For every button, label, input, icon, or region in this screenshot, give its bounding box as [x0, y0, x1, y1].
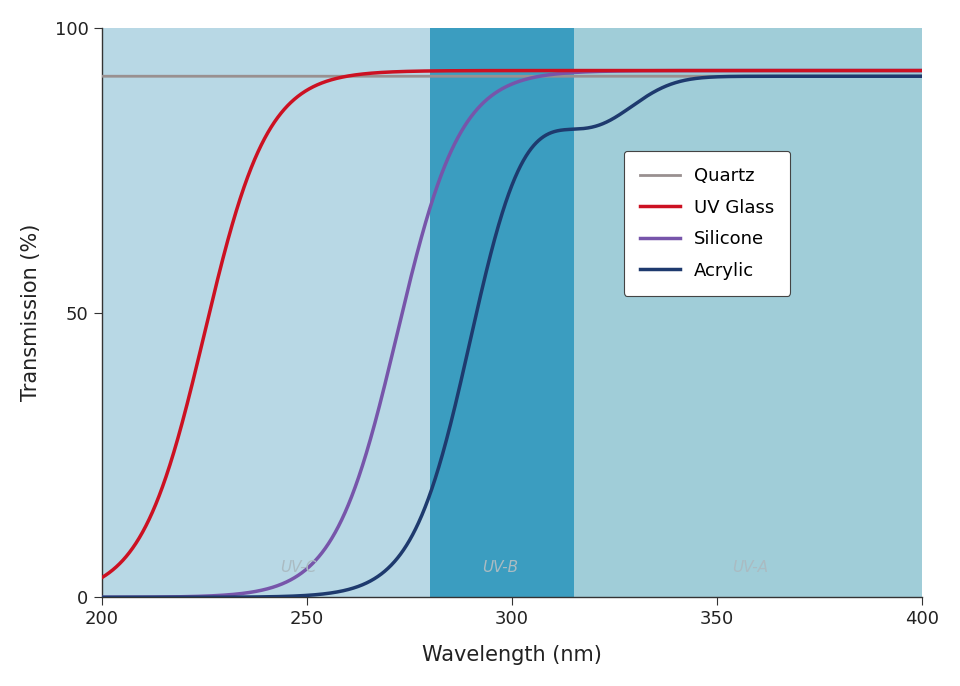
Quartz	[189, 72, 201, 80]
Line: Acrylic: Acrylic	[102, 76, 923, 598]
Acrylic	[96, 593, 108, 602]
UV Glass	[189, 367, 201, 375]
Text: UV-B: UV-B	[482, 560, 517, 575]
Quartz	[96, 72, 108, 80]
Silicone	[411, 252, 422, 260]
UV Glass	[446, 67, 458, 75]
Legend: Quartz, UV Glass, Silicone, Acrylic: Quartz, UV Glass, Silicone, Acrylic	[624, 151, 790, 296]
UV Glass	[411, 67, 422, 75]
Silicone	[446, 145, 458, 154]
Silicone	[812, 67, 824, 75]
Quartz	[917, 72, 928, 80]
Text: UV-C: UV-C	[280, 560, 317, 575]
Quartz	[238, 72, 250, 80]
Acrylic	[189, 593, 201, 602]
Quartz	[812, 72, 824, 80]
Quartz	[900, 72, 912, 80]
UV Glass	[238, 183, 250, 191]
Line: Silicone: Silicone	[102, 71, 923, 598]
Acrylic	[917, 72, 928, 80]
Silicone	[238, 589, 250, 598]
Acrylic	[446, 414, 458, 423]
Acrylic	[900, 72, 912, 80]
Silicone	[96, 593, 108, 602]
Bar	[430, 28, 573, 598]
Acrylic	[411, 523, 422, 532]
Silicone	[900, 67, 912, 75]
Bar	[573, 28, 923, 598]
Text: UV-A: UV-A	[732, 560, 768, 575]
Y-axis label: Transmission (%): Transmission (%)	[21, 224, 41, 401]
Bar	[102, 28, 430, 598]
Quartz	[411, 72, 422, 80]
Acrylic	[238, 593, 250, 601]
Silicone	[189, 592, 201, 600]
Silicone	[917, 67, 928, 75]
UV Glass	[812, 67, 824, 75]
UV Glass	[917, 67, 928, 75]
UV Glass	[900, 67, 912, 75]
Acrylic	[812, 72, 824, 80]
X-axis label: Wavelength (nm): Wavelength (nm)	[422, 645, 602, 665]
Line: UV Glass: UV Glass	[102, 71, 923, 578]
Quartz	[446, 72, 458, 80]
UV Glass	[96, 573, 108, 582]
